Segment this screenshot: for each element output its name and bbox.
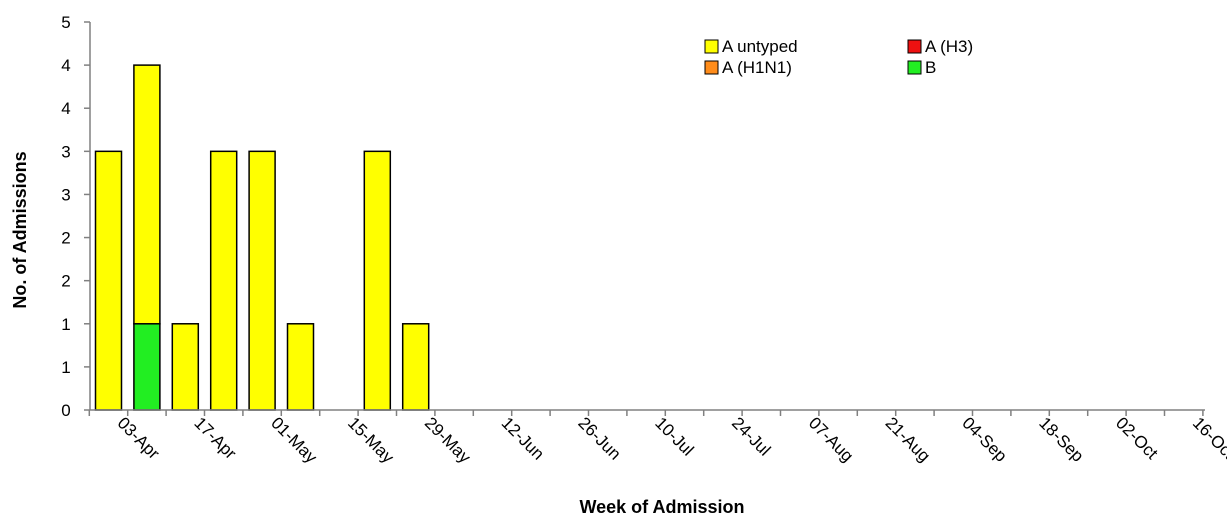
- legend: A untyped A (H3) A (H1N1) B: [704, 37, 973, 77]
- bar-a-untyped-03-apr: [94, 150, 123, 411]
- x-tick-label-04-sep: 04-Sep: [958, 413, 1010, 465]
- bar-a-untyped-24-apr: [209, 150, 238, 411]
- y-axis-title: No. of Admissions: [10, 151, 30, 308]
- x-tick-label-18-sep: 18-Sep: [1035, 413, 1087, 465]
- x-tick-label-15-may: 15-May: [344, 413, 398, 467]
- y-tick-label: 1: [61, 315, 70, 334]
- legend-label: A (H1N1): [722, 58, 792, 77]
- y-tick-label: 2: [61, 229, 70, 248]
- bar-a-untyped-10-apr: [133, 64, 161, 325]
- bars: [94, 64, 430, 411]
- y-tick-label: 5: [61, 13, 70, 32]
- x-tick-label-07-aug: 07-Aug: [805, 413, 857, 465]
- bar-a-untyped-22-may: [363, 150, 392, 411]
- y-tick-label: 1: [61, 358, 70, 377]
- x-tick-label-24-jul: 24-Jul: [728, 413, 774, 459]
- y-tick-label: 2: [61, 272, 70, 291]
- bar-a-untyped-29-may: [401, 323, 430, 411]
- bar-a-untyped-17-apr: [171, 323, 200, 411]
- x-tick-label-02-oct: 02-Oct: [1112, 413, 1162, 463]
- x-tick-label-01-may: 01-May: [267, 413, 321, 467]
- legend-label: A (H3): [925, 37, 973, 56]
- legend-swatch-a-h3: [907, 39, 922, 54]
- legend-swatch-b: [907, 60, 922, 75]
- y-tick-label: 4: [61, 56, 70, 75]
- x-tick-label-26-jun: 26-Jun: [574, 413, 624, 463]
- x-tick-label-12-jun: 12-Jun: [498, 413, 548, 463]
- bar-a-untyped-08-may: [286, 323, 315, 411]
- x-tick-label-29-may: 29-May: [421, 413, 475, 467]
- legend-label: B: [925, 58, 936, 77]
- x-tick-label-10-jul: 10-Jul: [651, 413, 697, 459]
- y-tick-label: 4: [61, 99, 70, 118]
- x-tick-label-03-apr: 03-Apr: [114, 413, 164, 463]
- legend-swatch-a-h1n1: [704, 60, 719, 75]
- x-tick-label-16-oct: 16-Oct: [1189, 413, 1227, 463]
- y-tick-label: 3: [61, 185, 70, 204]
- y-tick-label: 3: [61, 142, 70, 161]
- y-tick-label: 0: [61, 401, 70, 420]
- x-axis-title: Week of Admission: [579, 497, 744, 517]
- x-tick-label-21-aug: 21-Aug: [882, 413, 934, 465]
- bar-a-untyped-01-may: [248, 150, 276, 411]
- legend-swatch-a-untyped: [704, 39, 719, 54]
- x-tick-label-17-apr: 17-Apr: [190, 413, 240, 463]
- bar-b-10-apr: [133, 323, 161, 411]
- legend-label: A untyped: [722, 37, 798, 56]
